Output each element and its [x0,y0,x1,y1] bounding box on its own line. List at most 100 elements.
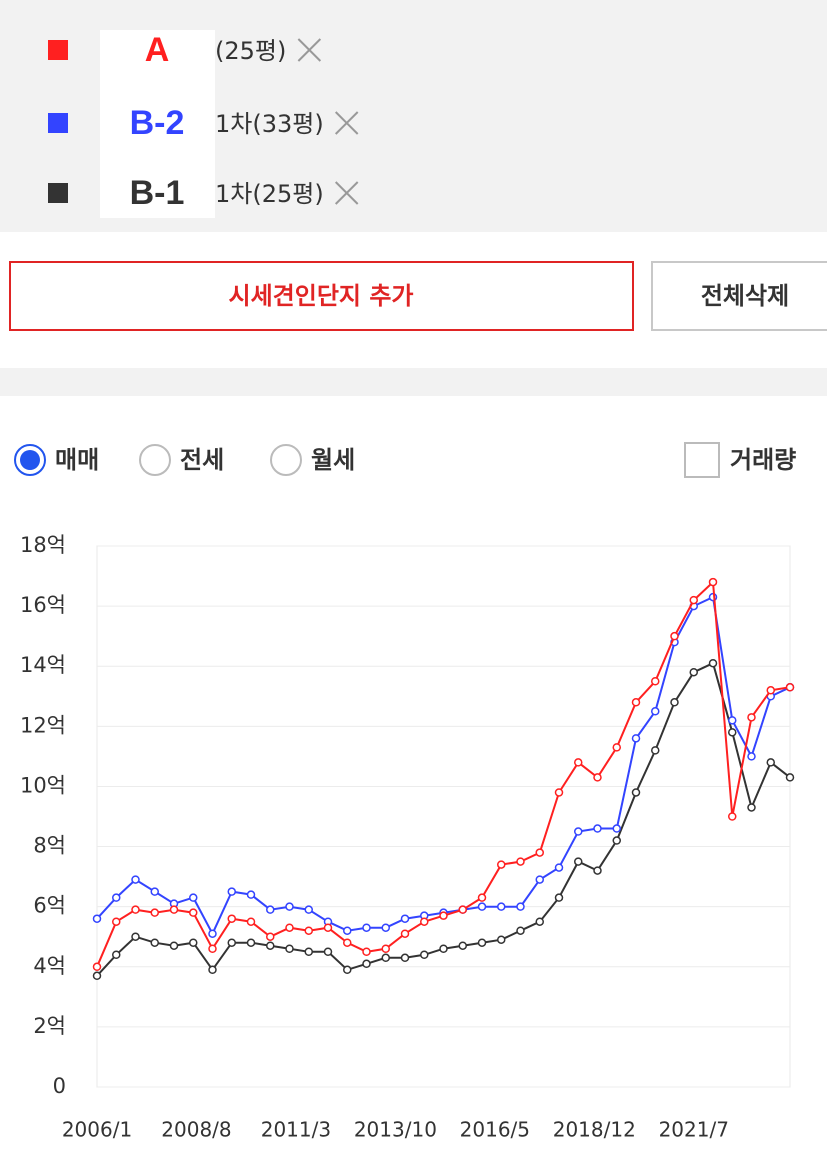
remove-icon[interactable] [334,181,359,205]
data-point [381,953,390,963]
data-point [150,887,159,896]
data-point [189,938,198,947]
data-point [131,905,140,914]
legend-swatch [48,40,68,60]
data-point [747,713,756,722]
data-point [381,923,390,932]
data-point [304,947,313,956]
data-point [362,947,371,956]
data-point [400,929,410,938]
data-point [516,857,525,866]
radio-label[interactable]: 전세 [180,446,224,474]
x-tick-label: 2013/10 [354,1118,437,1142]
divider-band [0,368,827,396]
data-point [458,905,467,914]
data-point [574,857,583,866]
data-point [343,938,352,947]
data-point [554,893,564,902]
y-tick-label: 14억 [20,653,66,677]
data-point [150,938,159,947]
data-point [169,905,179,914]
radio-label[interactable]: 월세 [311,446,355,474]
delete-all-button[interactable] [651,261,827,331]
add-button[interactable] [9,261,634,331]
data-point [208,965,217,975]
data-point [728,716,737,725]
y-tick-label: 6억 [33,894,66,918]
y-tick-label: 10억 [20,773,66,797]
y-tick-label: 12억 [20,713,66,737]
data-point [708,658,718,668]
legend-text: 1차(25평) [215,180,324,208]
data-point [497,902,506,911]
y-tick-label: 8억 [33,834,66,858]
data-point [785,773,795,782]
radio-label[interactable]: 매매 [55,446,99,474]
legend-tag: A [145,31,170,69]
data-point [554,788,564,797]
legend-tag: B-2 [130,104,185,142]
y-tick-label: 18억 [20,533,66,557]
volume-label[interactable]: 거래량 [730,446,796,474]
volume-checkbox[interactable] [684,442,720,478]
data-point [304,926,313,935]
data-point [285,944,294,953]
y-tick-label: 4억 [33,954,66,978]
data-point [189,908,198,917]
data-point [516,902,525,911]
data-point [631,698,641,707]
remove-icon[interactable] [297,38,322,62]
data-point [439,911,448,920]
series-line [96,595,791,936]
data-point [362,959,371,969]
data-point [747,752,756,761]
legend-text: 1차(33평) [215,110,324,138]
legend-swatch [48,183,68,203]
plot-frame [96,545,791,1088]
data-point [593,824,602,833]
data-point [420,950,429,960]
data-point [612,743,621,752]
radio-button[interactable] [139,444,171,476]
radio-button[interactable] [270,444,302,476]
remove-icon[interactable] [334,111,359,135]
data-point [208,929,217,938]
y-tick-label: 16억 [20,593,66,617]
data-point [266,941,275,950]
data-point [112,950,121,960]
delete-all-label[interactable]: 전체삭제 [701,282,789,310]
data-point [323,947,333,956]
data-point [728,728,737,737]
data-point [343,926,352,935]
x-tick-label: 2011/3 [261,1118,331,1142]
data-point [208,944,217,953]
data-point [400,953,410,963]
data-point [131,875,140,884]
data-point [535,848,544,857]
radio-dot[interactable] [20,450,40,470]
data-point [304,905,313,914]
data-point [477,902,487,911]
add-button-label[interactable]: 시세견인단지 추가 [229,282,414,310]
data-point [131,932,140,941]
data-point [92,914,102,923]
data-point [92,962,102,972]
data-point [516,926,525,935]
data-point [343,965,352,975]
data-point [323,923,333,932]
redaction-box [100,30,215,218]
x-tick-label: 2016/5 [460,1118,530,1142]
data-point [631,788,641,797]
data-point [785,683,795,692]
data-point [477,938,487,947]
data-point [766,758,775,767]
data-point [266,932,275,941]
data-point [189,893,198,902]
data-point [439,944,448,953]
data-point [246,917,256,926]
data-point [651,677,660,686]
data-point [651,707,660,716]
data-point [150,908,159,917]
data-point [593,773,602,782]
